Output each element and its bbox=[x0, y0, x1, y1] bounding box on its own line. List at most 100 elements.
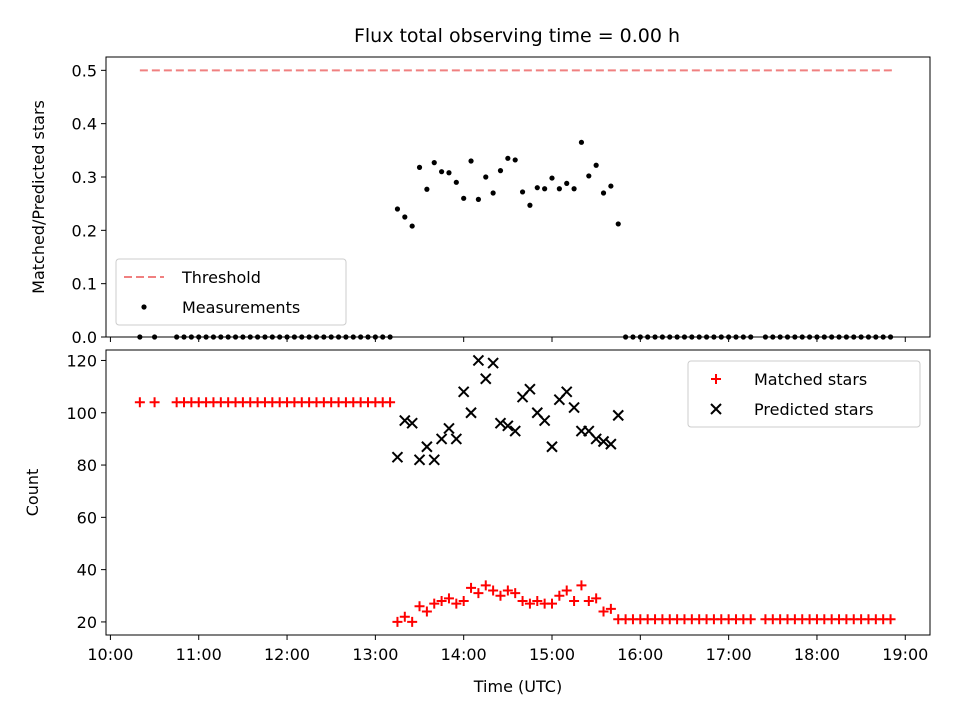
measurement-point bbox=[453, 179, 459, 185]
measurement-point bbox=[711, 334, 717, 340]
measurement-point bbox=[887, 334, 894, 340]
bottom-ytick-label: 20 bbox=[77, 613, 97, 632]
xtick-label: 15:00 bbox=[529, 645, 575, 664]
measurement-point bbox=[328, 334, 334, 340]
bottom-ytick-label: 60 bbox=[77, 508, 97, 527]
measurement-point bbox=[218, 334, 224, 340]
legend-box bbox=[687, 360, 921, 428]
measurement-point bbox=[556, 186, 562, 192]
measurement-point bbox=[542, 186, 548, 192]
measurement-point bbox=[608, 183, 614, 189]
predicted-stars-point bbox=[597, 435, 610, 448]
matched-stars-point bbox=[591, 593, 602, 604]
measurement-point bbox=[762, 334, 769, 340]
measurement-point bbox=[269, 334, 275, 340]
predicted-stars-point bbox=[494, 417, 507, 429]
matched-stars-point bbox=[149, 397, 160, 408]
top-legend: Threshold Measurements bbox=[115, 258, 347, 326]
measurement-point bbox=[519, 189, 526, 195]
measurement-point bbox=[806, 334, 813, 340]
measurement-point bbox=[600, 190, 607, 196]
matched-stars-point bbox=[429, 598, 440, 609]
measurement-point bbox=[674, 334, 680, 340]
chart-title: Flux total observing time = 0.00 h bbox=[354, 25, 680, 47]
matched-stars-point bbox=[495, 590, 506, 601]
legend-label: Predicted stars bbox=[754, 400, 874, 419]
top-axes-frame bbox=[105, 56, 931, 338]
measurement-point bbox=[578, 139, 585, 145]
measurement-point bbox=[534, 185, 540, 191]
measurement-point bbox=[497, 168, 504, 174]
legend-predicted-swatch bbox=[710, 403, 722, 415]
measurement-point bbox=[284, 334, 290, 340]
measurement-point bbox=[350, 334, 356, 340]
measurement-point bbox=[306, 334, 312, 340]
measurement-point bbox=[733, 334, 739, 340]
top-ytick-label: 0.2 bbox=[72, 221, 97, 240]
bottom-axes-frame bbox=[105, 349, 931, 636]
measurement-point bbox=[667, 334, 673, 340]
predicted-stars-point bbox=[480, 373, 492, 385]
matched-stars-point bbox=[745, 614, 756, 625]
predicted-stars-point bbox=[428, 454, 440, 466]
matched-stars-point bbox=[392, 616, 403, 627]
matched-stars-point bbox=[473, 588, 484, 599]
xlabel: Time (UTC) bbox=[473, 677, 562, 696]
predicted-stars-point bbox=[406, 417, 418, 429]
predicted-stars-point bbox=[524, 383, 536, 395]
measurement-point bbox=[196, 334, 202, 340]
measurement-point bbox=[380, 334, 386, 340]
measurement-point bbox=[505, 155, 511, 161]
measurement-point bbox=[770, 334, 776, 340]
measurement-point bbox=[564, 180, 570, 186]
bottom-ytick-label: 100 bbox=[66, 404, 97, 423]
bottom-ytick-label: 40 bbox=[77, 561, 97, 580]
measurement-point bbox=[527, 202, 533, 208]
measurement-point bbox=[188, 334, 194, 340]
legend-measurement-swatch bbox=[141, 304, 147, 310]
measurement-point bbox=[409, 223, 415, 229]
predicted-stars-point bbox=[502, 420, 514, 432]
xtick-label: 17:00 bbox=[706, 645, 752, 664]
measurement-point bbox=[232, 334, 239, 340]
matched-stars-point bbox=[466, 582, 477, 593]
measurement-point bbox=[490, 190, 496, 196]
matched-stars-point bbox=[576, 580, 587, 591]
measurement-point bbox=[843, 334, 849, 340]
matched-stars-point bbox=[414, 601, 425, 612]
measurement-point bbox=[225, 334, 231, 340]
measurement-point bbox=[630, 334, 636, 340]
matched-stars-point bbox=[554, 590, 565, 601]
xtick-label: 13:00 bbox=[352, 645, 398, 664]
measurement-point bbox=[748, 334, 754, 340]
predicted-stars-point bbox=[413, 454, 426, 466]
measurement-point bbox=[586, 173, 592, 179]
xtick-label: 16:00 bbox=[617, 645, 663, 664]
bottom-ylabel: Count bbox=[23, 469, 42, 517]
measurement-point bbox=[645, 334, 651, 340]
measurement-point bbox=[659, 334, 665, 340]
measurement-point bbox=[335, 334, 342, 340]
matched-stars-point bbox=[605, 603, 616, 614]
xtick-label: 11:00 bbox=[176, 645, 222, 664]
matched-stars-point bbox=[458, 596, 469, 607]
measurement-point bbox=[777, 334, 783, 340]
predicted-stars-point bbox=[546, 441, 558, 453]
legend-matched-swatch bbox=[711, 374, 721, 384]
predicted-stars-point bbox=[472, 354, 485, 367]
xtick-label: 18:00 bbox=[794, 645, 840, 664]
measurement-point bbox=[726, 334, 732, 340]
bottom-legend: Matched stars Predicted stars bbox=[687, 360, 921, 428]
matched-stars-point bbox=[488, 585, 499, 596]
matched-stars-point bbox=[532, 596, 543, 607]
xtick-label: 19:00 bbox=[882, 645, 928, 664]
measurement-point bbox=[424, 186, 430, 192]
measurement-point bbox=[593, 162, 599, 168]
measurement-point bbox=[358, 334, 364, 340]
measurement-point bbox=[181, 334, 187, 340]
measurement-point bbox=[247, 334, 253, 340]
measurement-point bbox=[652, 334, 658, 340]
legend-box bbox=[115, 258, 347, 326]
measurement-point bbox=[313, 334, 320, 340]
